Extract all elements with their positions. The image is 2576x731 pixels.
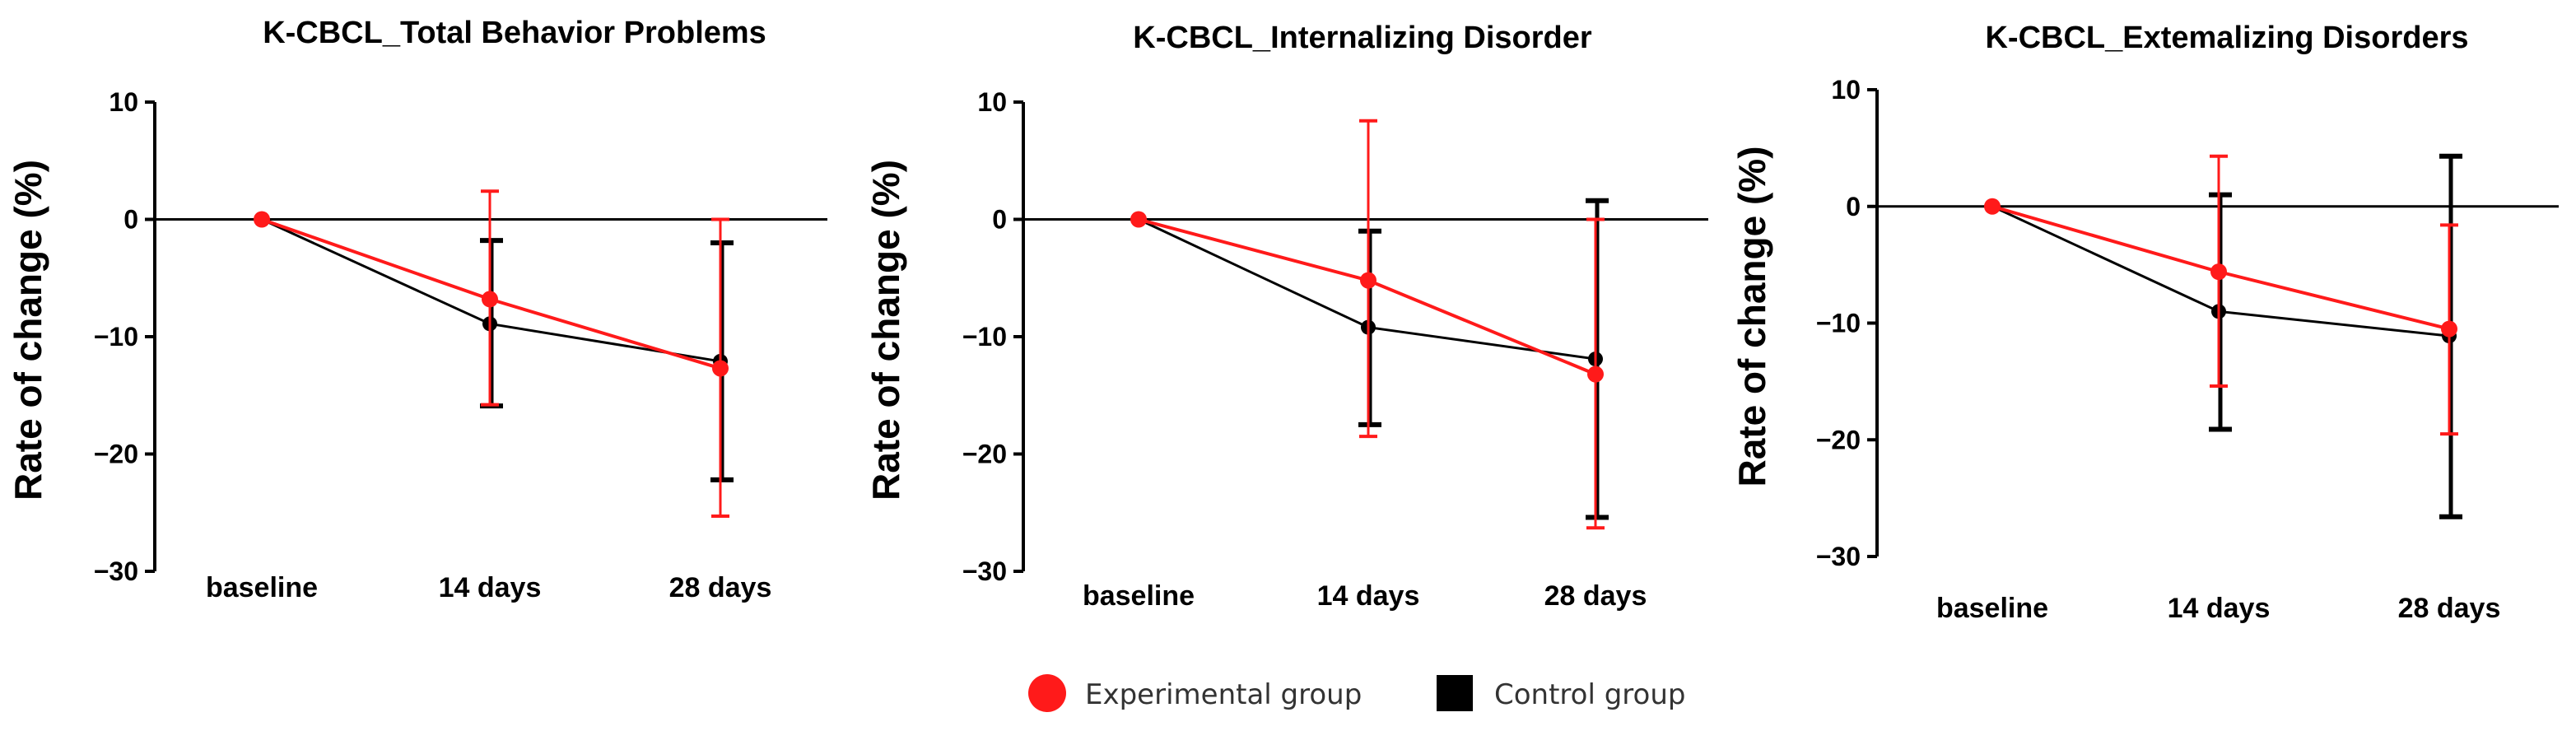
y-tick-label: 10 xyxy=(977,87,1007,117)
y-tick-label: 0 xyxy=(1846,192,1861,221)
y-tick-label: 10 xyxy=(1831,75,1861,105)
x-tick-label: 14 days xyxy=(2168,593,2271,624)
y-tick-label: −30 xyxy=(962,556,1007,586)
y-tick-label: 0 xyxy=(123,205,138,235)
legend: Experimental group Control group xyxy=(1028,674,1685,712)
data-point-experimental xyxy=(2210,263,2227,281)
charts-layer: K-CBCL_Total Behavior Problems Rate of ch… xyxy=(7,16,2559,624)
data-point-experimental xyxy=(1360,272,1377,289)
data-point-experimental xyxy=(254,211,270,228)
y-tick-label: −30 xyxy=(94,556,138,586)
chart-title: K-CBCL_Internalizing Disorder xyxy=(1133,21,1592,55)
x-tick-label: 28 days xyxy=(2398,593,2501,624)
y-tick-label: 0 xyxy=(992,205,1007,235)
chart-panel-3: K-CBCL_Extemalizing Disorders Rate of cha… xyxy=(1731,21,2559,624)
y-axis-label: Rate of change (%) xyxy=(7,160,49,501)
legend-control-marker xyxy=(1437,675,1473,711)
y-axis-label: Rate of change (%) xyxy=(864,160,907,501)
chart-panel-1: K-CBCL_Total Behavior Problems Rate of ch… xyxy=(7,16,827,603)
data-point-experimental xyxy=(1587,366,1604,383)
x-tick-label: baseline xyxy=(1936,593,2048,624)
x-tick-label: 14 days xyxy=(1317,580,1420,612)
series-control-group xyxy=(254,212,734,482)
y-tick-label: −30 xyxy=(1816,542,1861,571)
series-experimental-group xyxy=(254,189,729,519)
x-tick-label: 28 days xyxy=(1544,580,1647,612)
chart-title: K-CBCL_Total Behavior Problems xyxy=(263,16,766,50)
series-control-group xyxy=(1131,198,1609,520)
x-tick-label: 28 days xyxy=(669,572,772,603)
series-control-group xyxy=(1985,153,2462,519)
series-experimental-group xyxy=(1130,119,1605,530)
y-tick-label: 10 xyxy=(109,87,138,117)
y-tick-label: −10 xyxy=(1816,309,1861,338)
y-tick-label: −20 xyxy=(962,440,1007,469)
y-tick-label: −10 xyxy=(962,322,1007,352)
series-experimental-group xyxy=(1984,154,2458,436)
x-tick-label: 14 days xyxy=(439,572,542,603)
chart-panel-2: K-CBCL_Internalizing Disorder Rate of cha… xyxy=(864,21,1708,612)
y-tick-label: −10 xyxy=(94,322,138,352)
x-tick-label: baseline xyxy=(206,572,318,603)
data-point-experimental xyxy=(482,291,498,308)
y-tick-label: −20 xyxy=(94,440,138,469)
legend-control-label: Control group xyxy=(1494,678,1685,711)
chart-title: K-CBCL_Extemalizing Disorders xyxy=(1985,21,2468,55)
y-tick-label: −20 xyxy=(1816,425,1861,454)
y-axis-label: Rate of change (%) xyxy=(1731,146,1773,487)
data-point-experimental xyxy=(1130,211,1147,228)
x-tick-label: baseline xyxy=(1083,580,1195,612)
data-point-experimental xyxy=(2441,320,2457,338)
legend-experimental-marker xyxy=(1028,674,1066,712)
data-point-experimental xyxy=(712,360,729,377)
data-point-experimental xyxy=(1984,198,2001,215)
legend-experimental-label: Experimental group xyxy=(1085,678,1362,711)
